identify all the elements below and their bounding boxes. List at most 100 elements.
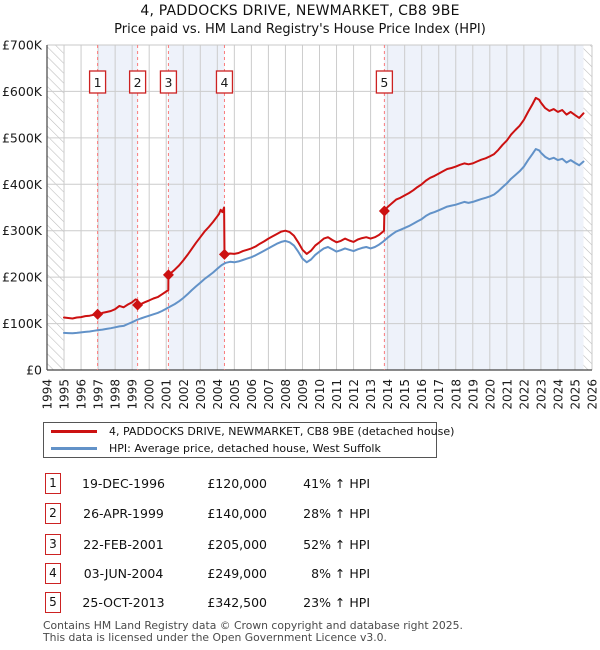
sale-date: 03-JUN-2004 — [83, 566, 164, 581]
sale-number-badge: 5 — [45, 592, 61, 613]
sale-date: 22-FEB-2001 — [83, 537, 164, 552]
sale-number-badge: 2 — [45, 503, 61, 524]
svg-text:£400K: £400K — [2, 177, 43, 192]
svg-text:2021: 2021 — [500, 379, 514, 410]
sale-diamond-4 — [218, 248, 230, 260]
sale-price: £120,000 — [207, 476, 267, 491]
chart-content: 1 2 3 4 5 £0 £100K £200K £300K £400K £500K £600K £70… — [2, 38, 600, 410]
svg-text:£600K: £600K — [2, 84, 43, 99]
price-history-chart: 1 2 3 4 5 £0 £100K £200K £300K £400K £500K £600K £70… — [2, 38, 600, 410]
y-axis-labels: £0 £100K £200K £300K £400K £500K £600K £700K — [2, 38, 43, 378]
sale-number-badge: 1 — [45, 473, 61, 494]
svg-text:1994: 1994 — [41, 379, 55, 410]
svg-text:2004: 2004 — [211, 379, 225, 410]
sale-event-lines — [97, 45, 385, 370]
svg-text:2011: 2011 — [330, 379, 344, 410]
sale-price: £205,000 — [207, 537, 267, 552]
svg-text:2026: 2026 — [586, 379, 600, 410]
svg-text:2022: 2022 — [517, 379, 531, 410]
svg-text:2013: 2013 — [364, 379, 378, 410]
sale-row-4: 4 03-JUN-2004 £249,000 8% ↑ HPI — [0, 563, 600, 585]
svg-text:1999: 1999 — [126, 379, 140, 410]
svg-text:2019: 2019 — [466, 379, 480, 410]
hpi-line — [63, 148, 585, 335]
svg-text:5: 5 — [380, 75, 388, 90]
svg-text:£500K: £500K — [2, 130, 43, 145]
svg-text:2009: 2009 — [296, 379, 310, 410]
sale-number-badge: 4 — [45, 563, 61, 584]
svg-text:2014: 2014 — [381, 379, 395, 410]
svg-text:2006: 2006 — [245, 379, 259, 410]
svg-text:£700K: £700K — [2, 38, 43, 53]
sale-hpi-diff: 41% ↑ HPI — [303, 476, 370, 491]
page-title: 4, PADDOCKS DRIVE, NEWMARKET, CB8 9BE — [140, 3, 460, 19]
svg-text:£0: £0 — [26, 363, 42, 378]
ownership-shading — [97, 45, 584, 370]
svg-text:1: 1 — [94, 75, 102, 90]
svg-text:1995: 1995 — [58, 379, 72, 410]
no-data-hatch — [47, 45, 592, 370]
chart-legend: 4, PADDOCKS DRIVE, NEWMARKET, CB8 9BE (d… — [43, 422, 454, 458]
legend-hpi-label: HPI: Average price, detached house, West… — [109, 442, 381, 455]
svg-text:£200K: £200K — [2, 270, 43, 285]
svg-text:2000: 2000 — [143, 379, 157, 410]
sale-diamond-5 — [378, 205, 390, 217]
svg-text:1998: 1998 — [109, 379, 123, 410]
footer-line-2: This data is licensed under the Open Gov… — [43, 630, 387, 644]
svg-text:2007: 2007 — [262, 379, 276, 410]
sale-point-markers — [92, 205, 390, 320]
svg-text:2012: 2012 — [347, 379, 361, 410]
sale-price: £249,000 — [207, 566, 267, 581]
hpi-line-swatch — [51, 447, 97, 450]
svg-text:2023: 2023 — [534, 379, 548, 410]
sale-row-5: 5 25-OCT-2013 £342,500 23% ↑ HPI — [0, 592, 600, 614]
legend-row-property: 4, PADDOCKS DRIVE, NEWMARKET, CB8 9BE (d… — [44, 423, 454, 440]
svg-text:£300K: £300K — [2, 223, 43, 238]
svg-text:£100K: £100K — [2, 316, 43, 331]
sale-row-1: 1 19-DEC-1996 £120,000 41% ↑ HPI — [0, 473, 600, 495]
sale-diamond-2 — [132, 299, 144, 311]
svg-text:2020: 2020 — [483, 379, 497, 410]
svg-text:2016: 2016 — [415, 379, 429, 410]
sale-number-badge: 3 — [45, 534, 61, 555]
sale-number-boxes: 1 2 3 4 5 — [88, 70, 394, 94]
svg-text:2: 2 — [134, 75, 142, 90]
license-footer: Contains HM Land Registry data © Crown c… — [43, 620, 463, 643]
svg-text:2001: 2001 — [160, 379, 174, 410]
sale-date: 26-APR-1999 — [83, 506, 164, 521]
sale-hpi-diff: 8% ↑ HPI — [311, 566, 370, 581]
svg-text:2017: 2017 — [432, 379, 446, 410]
footer-line-1: Contains HM Land Registry data © Crown c… — [43, 619, 463, 632]
legend-property-label: 4, PADDOCKS DRIVE, NEWMARKET, CB8 9BE (d… — [109, 425, 455, 438]
x-axis-labels: 1994 1995 1996 1997 1998 1999 2000 2001 2002 2003… — [41, 379, 600, 410]
svg-text:2008: 2008 — [279, 379, 293, 410]
sale-price: £342,500 — [207, 595, 267, 610]
legend-row-hpi: HPI: Average price, detached house, West… — [44, 440, 436, 457]
sale-hpi-diff: 23% ↑ HPI — [303, 595, 370, 610]
svg-text:1997: 1997 — [92, 379, 106, 410]
svg-text:2003: 2003 — [194, 379, 208, 410]
svg-text:2025: 2025 — [568, 379, 582, 410]
svg-text:2010: 2010 — [313, 379, 327, 410]
svg-text:2005: 2005 — [228, 379, 242, 410]
svg-text:3: 3 — [164, 75, 172, 90]
svg-text:1996: 1996 — [75, 379, 89, 410]
svg-text:2024: 2024 — [551, 379, 565, 410]
svg-text:2015: 2015 — [398, 379, 412, 410]
svg-text:2018: 2018 — [449, 379, 463, 410]
sale-price: £140,000 — [207, 506, 267, 521]
sale-date: 19-DEC-1996 — [82, 476, 165, 491]
sale-row-2: 2 26-APR-1999 £140,000 28% ↑ HPI — [0, 503, 600, 525]
sale-date: 25-OCT-2013 — [82, 595, 165, 610]
page-subtitle: Price paid vs. HM Land Registry's House … — [114, 22, 486, 37]
sale-hpi-diff: 52% ↑ HPI — [303, 537, 370, 552]
property-price-line — [63, 96, 585, 320]
svg-text:4: 4 — [220, 75, 228, 90]
sale-row-3: 3 22-FEB-2001 £205,000 52% ↑ HPI — [0, 534, 600, 556]
sale-diamond-3 — [162, 269, 174, 281]
property-line-swatch — [51, 430, 97, 433]
sale-hpi-diff: 28% ↑ HPI — [303, 506, 370, 521]
svg-text:2002: 2002 — [177, 379, 191, 410]
sale-diamond-1 — [92, 308, 104, 320]
